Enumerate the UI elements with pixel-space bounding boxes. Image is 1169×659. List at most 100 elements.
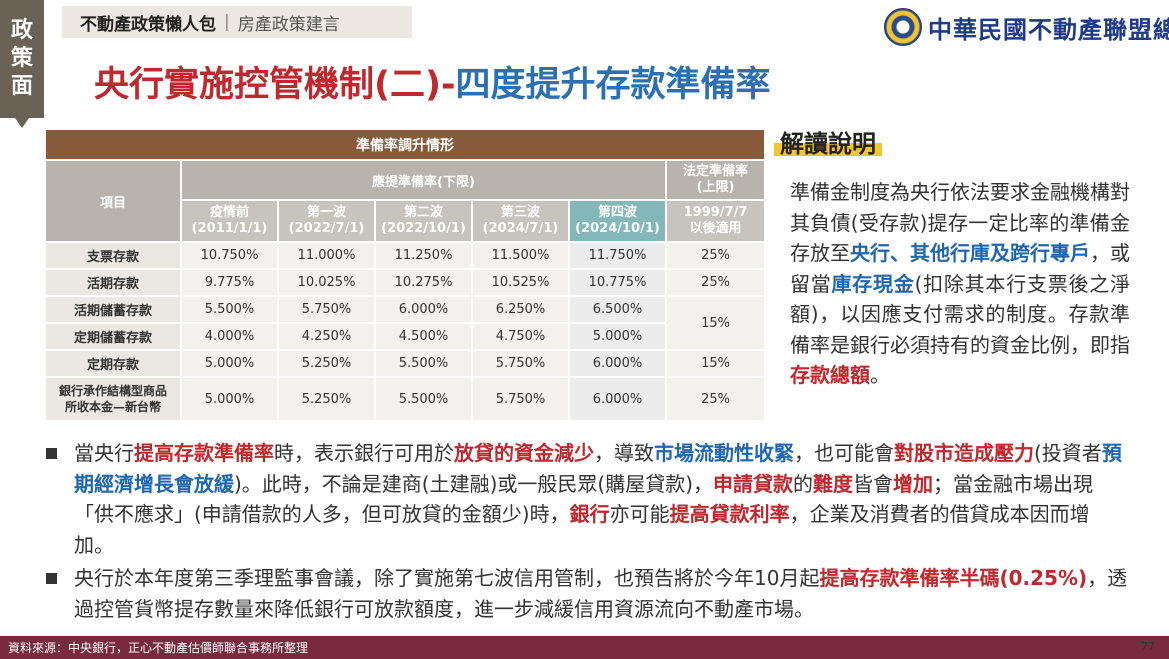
- legal-cell: 15%: [664, 295, 767, 351]
- bullet-text: ，導致: [594, 441, 654, 465]
- explain-text: 。: [870, 363, 890, 387]
- table-cell: 5.000%: [180, 376, 279, 422]
- table-cell: 6.000%: [374, 295, 473, 324]
- bullet-item: 央行於本年度第三季理監事會議，除了實施第七波信用管制，也預告將於今年10月起提高…: [44, 563, 1129, 624]
- explain-highlight: 、: [890, 241, 910, 265]
- row-label: 銀行承作結構型商品 所收本金—新台幣: [44, 376, 182, 422]
- bullet-highlight: 銀行: [569, 502, 610, 526]
- column-header-highlight: 第四波 (2024/10/1): [568, 199, 667, 243]
- column-date: (2022/7/1): [288, 221, 365, 236]
- table-cell: 10.750%: [180, 241, 279, 270]
- source-note: 資料來源：中央銀行，正心不動產估價師聯合事務所整理: [8, 641, 309, 655]
- footer-bar: 資料來源：中央銀行，正心不動產估價師聯合事務所整理: [0, 636, 1169, 659]
- column-name: 疫情前: [209, 205, 249, 220]
- bullet-text: 的: [793, 471, 814, 496]
- column-date: (2011/1/1): [191, 221, 268, 236]
- legal-cell: 25%: [664, 241, 767, 270]
- bullet-text: ；當金融市場出現「供不應求」(申請借款的人多，但可放貸的金額少)時，: [74, 471, 1094, 527]
- group-header: 應提準備率(下限): [180, 159, 667, 201]
- column-header: 第三波 (2024/7/1): [471, 199, 570, 243]
- title-part-blue: 四度提升存款準備率: [455, 65, 771, 105]
- table-cell: 4.250%: [277, 322, 376, 351]
- section-tab: 政 策 面: [0, 0, 44, 128]
- explanation-heading: 解讀說明: [774, 124, 882, 159]
- bullet-highlight: 預期經濟增長會放緩: [74, 441, 1122, 496]
- table-row: 活期存款 9.775% 10.025% 10.275% 10.525% 10.7…: [44, 268, 767, 297]
- bullet-text: ，也可能會: [794, 441, 894, 465]
- table-row: 活期儲蓄存款 5.500% 5.750% 6.000% 6.250% 6.500…: [44, 295, 767, 351]
- table-cell: 11.500%: [471, 241, 570, 270]
- table-cell: 11.000%: [277, 241, 376, 270]
- table-cell: 6.500%: [568, 295, 667, 324]
- table-cell: 5.250%: [277, 376, 376, 422]
- explanation-text: 準備金制度為央行依法要求金融機構對其負債(受存款)提存一定比率的準備金存放至央行…: [790, 177, 1130, 391]
- explain-highlight: 其他行庫及跨行專戶: [910, 241, 1090, 265]
- table-cell: 5.500%: [374, 376, 473, 422]
- page-number: 77: [1141, 640, 1155, 653]
- column-header: 第一波 (2022/7/1): [277, 199, 376, 243]
- table-cell: 5.500%: [180, 295, 279, 324]
- column-name: 第三波: [500, 205, 540, 220]
- legal-date: 1999/7/7: [683, 205, 748, 220]
- bullet-highlight: 對股市造成壓力: [894, 441, 1034, 465]
- table-cell: 6.000%: [568, 349, 667, 378]
- table-cell: 5.750%: [471, 376, 570, 422]
- column-date: (2024/7/1): [482, 221, 559, 236]
- column-name: 第二波: [403, 205, 443, 220]
- bullet-text: ，企業及消費者的借貸成本因而增加。: [74, 502, 1090, 557]
- table-cell: 11.250%: [374, 241, 473, 270]
- column-date: (2022/10/1): [381, 221, 466, 236]
- table-cell: 9.775%: [180, 268, 279, 297]
- breadcrumb: 不動產政策懶人包 | 房產政策建言: [62, 6, 412, 38]
- table-cell: 10.275%: [374, 268, 473, 297]
- legal-header: 法定準備率 (上限): [664, 159, 767, 201]
- bullet-item: 當央行提高存款準備率時，表示銀行可用於放貸的資金減少，導致市場流動性收緊，也可能…: [44, 438, 1129, 560]
- explain-text: (扣除其本行支票後之淨額)，以因應支付需求的制度。存款準備率是銀行必須持有的資金…: [790, 271, 1130, 357]
- table-cell: 6.250%: [471, 295, 570, 324]
- bullet-highlight: 提高貸款利率: [669, 502, 790, 526]
- row-label: 活期存款: [44, 268, 182, 297]
- table-cell: 4.500%: [374, 322, 473, 351]
- bullet-text: 亦可能: [609, 502, 670, 526]
- row-label: 支票存款: [44, 241, 182, 270]
- breadcrumb-separator: |: [224, 12, 230, 32]
- explain-highlight: 央行: [850, 241, 890, 265]
- bullet-text: 時，表示銀行可用於: [274, 441, 454, 465]
- bullet-text: ，透過控管貨幣提存數量來降低銀行可放款額度，進一步減緩信用資源流向不動產市場。: [74, 566, 1128, 621]
- table-row: 定期存款 5.000% 5.250% 5.500% 5.750% 6.000% …: [44, 349, 767, 378]
- column-date: (2024/10/1): [575, 221, 660, 236]
- title-part-red: 央行實施控管機制(二)-: [94, 65, 456, 105]
- table-cell: 10.525%: [471, 268, 570, 297]
- bullet-highlight: 放貸的資金減少: [454, 441, 594, 465]
- table-cell: 5.000%: [180, 349, 279, 378]
- bullet-highlight: 增加: [893, 471, 934, 496]
- column-header: 第二波 (2022/10/1): [374, 199, 473, 243]
- row-label: 活期儲蓄存款: [44, 295, 182, 324]
- bullet-highlight: 提高存款準備率: [134, 441, 274, 465]
- table-cell: 5.250%: [277, 349, 376, 378]
- legal-date-header: 1999/7/7 以後適用: [664, 199, 767, 243]
- explain-highlight: 存款總額: [790, 363, 870, 387]
- bullet-highlight: 市場流動性收緊: [654, 441, 794, 465]
- column-header: 疫情前 (2011/1/1): [180, 199, 279, 243]
- row-label: 定期存款: [44, 349, 182, 378]
- breadcrumb-sub: 房產政策建言: [237, 14, 340, 35]
- bullet-text: (投資者: [1034, 441, 1102, 465]
- table-row: 支票存款 10.750% 11.000% 11.250% 11.500% 11.…: [44, 241, 767, 270]
- table-cell: 10.025%: [277, 268, 376, 297]
- table-cell: 6.000%: [568, 376, 667, 422]
- table-row: 銀行承作結構型商品 所收本金—新台幣 5.000% 5.250% 5.500% …: [44, 376, 767, 422]
- bullet-text: )。此時，不論是建商(土建融)或一般民眾(購屋貸款)，: [234, 471, 714, 496]
- bullet-highlight: 提高存款準備率半碼(0.25%): [819, 566, 1088, 590]
- bullet-text: 央行於本年度第三季理監事會議，除了實施第七波信用管制，也預告將於今年10月起: [74, 566, 820, 590]
- bullet-highlight: 申請貸款: [713, 471, 794, 496]
- explain-text: 準備金制度為央行依法要求金融機構對其負債(受存款)提存一定比率的準備金存放至: [790, 180, 1130, 265]
- breadcrumb-main: 不動產政策懶人包: [80, 14, 216, 35]
- legal-cell: 25%: [664, 376, 767, 422]
- section-tab-char: 政: [10, 18, 33, 43]
- explain-text: ，或留當: [790, 241, 1130, 296]
- item-header: 項目: [44, 159, 182, 243]
- section-tab-char: 策: [10, 46, 33, 71]
- seal-icon: [884, 8, 922, 46]
- legal-note: 以後適用: [689, 221, 742, 236]
